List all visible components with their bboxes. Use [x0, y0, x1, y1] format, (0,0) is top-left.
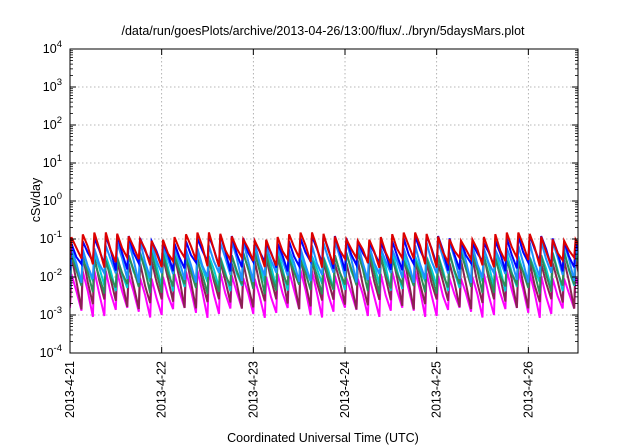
x-tick-label: 2013-4-25 — [430, 361, 444, 418]
y-tick-label: 104 — [43, 39, 62, 56]
y-tick-label: 10-4 — [40, 343, 62, 360]
x-tick-label: 2013-4-24 — [338, 361, 352, 418]
y-tick-label: 10-3 — [40, 305, 62, 322]
y-tick-label: 101 — [43, 153, 62, 170]
grid-lines — [70, 49, 578, 353]
tick-labels: 104 103 102 101 100 10-1 10-2 10-3 10-42013-4-21… — [40, 39, 536, 418]
x-tick-label: 2013-4-22 — [155, 361, 169, 418]
data-series — [70, 232, 578, 319]
y-tick-label: 10-2 — [40, 267, 62, 284]
y-tick-label: 102 — [43, 115, 62, 132]
x-tick-label: 2013-4-26 — [521, 361, 535, 418]
y-tick-label: 103 — [43, 77, 62, 94]
x-tick-label: 2013-4-23 — [246, 361, 260, 418]
y-tick-label: 100 — [43, 191, 62, 208]
axis-ticks — [69, 48, 578, 354]
series-line — [70, 232, 578, 269]
y-axis-label: cSv/day — [29, 177, 43, 222]
x-tick-label: 2013-4-21 — [63, 361, 77, 418]
y-tick-label: 10-1 — [40, 229, 62, 246]
chart-title: /data/run/goesPlots/archive/2013-04-26/1… — [121, 24, 525, 38]
x-axis-label: Coordinated Universal Time (UTC) — [227, 431, 419, 445]
